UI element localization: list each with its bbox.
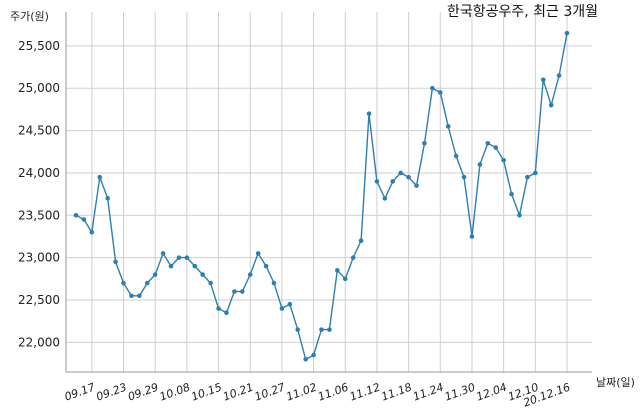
x-tick-label: 09.17 [63,381,97,404]
y-axis-label: 주가(원) [10,10,49,23]
x-tick-label: 11.12 [348,381,382,404]
data-point [73,212,79,218]
data-point [200,272,206,277]
data-point [556,73,562,78]
x-tick-label: 10.21 [221,381,255,404]
data-point [564,30,570,36]
y-tick-label: 25,500 [18,39,60,53]
data-point [445,124,451,129]
data-point [501,157,506,163]
data-point [263,263,269,269]
x-tick-label: 11.30 [443,381,477,404]
data-point [97,174,103,180]
x-tick-label: 10.08 [158,381,192,404]
y-tick-label: 24,500 [18,124,60,138]
data-point [327,327,332,332]
data-point [493,145,499,150]
x-tick-label: 10.27 [253,381,287,404]
y-tick-label: 23,000 [18,251,60,265]
data-point [406,174,411,180]
data-point [319,327,324,332]
data-point [160,251,166,256]
x-axis-label: 날짜(일) [596,375,635,389]
price-series [73,30,570,362]
data-point [208,280,213,286]
data-point [279,306,285,311]
x-tick-label: 12.04 [475,381,509,404]
data-point [81,217,87,222]
data-point [477,162,483,167]
data-point [216,306,221,311]
data-point [437,90,443,95]
data-point [240,289,245,294]
data-point [255,251,261,256]
data-point [295,327,301,332]
data-point [105,196,110,201]
chart-title: 한국항공우주, 최근 3개월 [447,4,598,20]
data-point [366,111,372,116]
data-point [398,170,403,176]
x-tick-label: 10.15 [190,381,224,404]
data-point [342,276,348,282]
x-tick-label: 09.29 [126,381,160,404]
data-point [517,212,522,218]
grid-lines [66,12,592,372]
data-point [271,280,277,286]
data-point [358,238,364,244]
data-point [232,289,237,294]
data-point [414,183,419,188]
series-line [75,33,568,361]
data-point [485,140,491,146]
data-point [548,102,554,108]
data-point [540,77,546,83]
data-point [192,263,198,269]
axes [65,12,592,373]
x-tick-label: 09.23 [94,381,128,404]
data-point [350,255,356,260]
data-point [525,174,530,180]
data-point [89,229,95,235]
data-point [168,263,174,269]
data-point [224,310,229,316]
y-tick-label: 22,500 [18,293,60,307]
axis-tick-labels: 22,000 22,500 23,000 23,500 24,000 24,500 25,0… [18,39,572,410]
y-tick-label: 25,000 [18,81,60,95]
data-point [129,293,134,299]
y-tick-label: 22,000 [18,335,60,349]
data-point [303,356,308,362]
data-point [184,255,190,260]
data-point [335,268,340,273]
data-point [311,352,316,358]
data-point [382,196,388,201]
data-point [137,293,142,299]
x-tick-label: 11.24 [411,381,445,404]
data-point [152,272,158,277]
y-tick-label: 24,000 [18,166,60,180]
data-point [121,280,126,286]
data-point [144,280,150,286]
data-point [287,301,293,307]
x-tick-label: 11.06 [316,381,350,404]
data-point [461,174,467,180]
data-point [390,179,396,184]
data-point [113,259,118,265]
x-tick-label: 11.18 [380,381,414,404]
data-point [374,179,380,184]
data-point [509,191,514,197]
data-point [469,234,475,239]
data-point [533,170,538,176]
data-point [247,272,253,277]
data-point [453,153,459,159]
data-point [422,140,427,146]
data-point [176,255,182,260]
y-tick-label: 23,500 [18,208,60,222]
x-tick-label: 11.02 [285,381,319,404]
data-point [430,85,435,91]
